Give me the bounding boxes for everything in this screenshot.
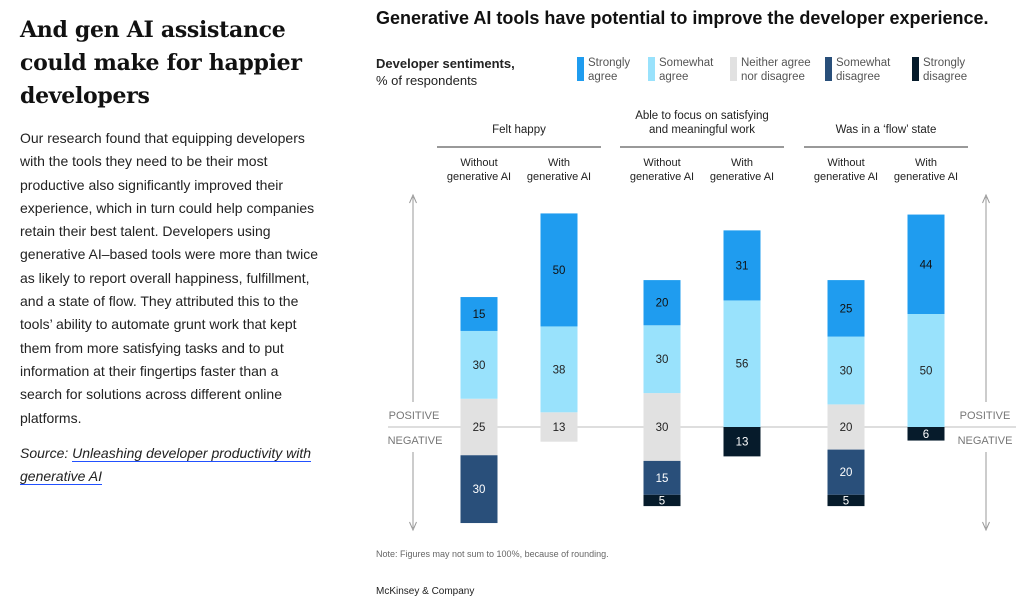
data-label: 25 bbox=[473, 422, 486, 434]
bar-segment-somewhat-agree bbox=[827, 336, 865, 405]
group-title: Felt happy bbox=[492, 124, 546, 136]
bar-segment-somewhat-disagree bbox=[827, 449, 865, 495]
negative-label-right: NEGATIVE bbox=[958, 435, 1013, 447]
data-label: 50 bbox=[920, 366, 933, 378]
bar-segment-strongly-disagree bbox=[643, 494, 681, 507]
group-title: and meaningful work bbox=[649, 124, 755, 136]
data-label: 38 bbox=[553, 364, 566, 376]
bar-segment-somewhat-agree bbox=[723, 300, 761, 427]
bar-category-label: Without bbox=[827, 157, 864, 169]
data-label: 30 bbox=[656, 422, 669, 434]
legend-swatch bbox=[912, 57, 919, 81]
bar-category-label: With bbox=[548, 157, 570, 169]
data-label: 13 bbox=[736, 437, 749, 449]
sentiment-label-unit: % of respondents bbox=[376, 73, 478, 88]
legend-item: Somewhat disagree bbox=[825, 56, 890, 84]
bar-segment-neither bbox=[540, 412, 578, 442]
bar-segment-strongly-disagree bbox=[723, 427, 761, 457]
article-body: Our research found that equipping develo… bbox=[20, 130, 319, 426]
legend-swatch bbox=[825, 57, 832, 81]
bar-category-label: With bbox=[731, 157, 753, 169]
source-label: Source: bbox=[20, 444, 69, 461]
bar-segment-strongly-agree bbox=[460, 297, 498, 331]
legend-label: Strongly agree bbox=[588, 57, 631, 83]
legend-item: Neither agree nor disagree bbox=[730, 56, 811, 84]
bar-segment-somewhat-disagree bbox=[460, 455, 498, 524]
arrow-head-up bbox=[982, 193, 990, 204]
legend-label: Somewhat disagree bbox=[836, 57, 891, 83]
positive-label-left: POSITIVE bbox=[389, 410, 440, 422]
legend-swatch bbox=[648, 57, 655, 81]
sentiment-label-bold: Developer sentiments, bbox=[376, 56, 515, 71]
bar-segment-strongly-disagree bbox=[907, 427, 945, 441]
data-label: 5 bbox=[843, 495, 849, 507]
arrow-head-up bbox=[409, 193, 417, 204]
group-title: Able to focus on satisfying bbox=[635, 110, 769, 122]
bar-segment-somewhat-disagree bbox=[643, 460, 681, 495]
data-label: 20 bbox=[840, 467, 853, 479]
bar-segment-strongly-agree bbox=[827, 280, 865, 337]
data-label: 20 bbox=[840, 422, 853, 434]
article-headline: And gen AI assistance could make for hap… bbox=[20, 17, 302, 109]
legend-item: Strongly agree bbox=[577, 56, 630, 84]
bar-category-label: generative AI bbox=[527, 171, 591, 183]
data-label: 15 bbox=[656, 473, 669, 485]
arrow-head-down bbox=[982, 521, 990, 532]
bar-category-label: With bbox=[915, 157, 937, 169]
bar-category-label: Without bbox=[643, 157, 680, 169]
bar-segment-somewhat-agree bbox=[907, 314, 945, 427]
bar-segment-somewhat-agree bbox=[460, 330, 498, 399]
data-label: 44 bbox=[920, 259, 933, 271]
source-link[interactable]: Unleashing developer productivity with g… bbox=[20, 444, 312, 485]
data-label: 15 bbox=[473, 309, 486, 321]
chart-note: Note: Figures may not sum to 100%, becau… bbox=[376, 549, 609, 559]
bar-segment-neither bbox=[643, 393, 681, 461]
data-label: 5 bbox=[659, 495, 665, 507]
data-label: 20 bbox=[656, 298, 669, 310]
data-label: 56 bbox=[736, 359, 749, 371]
bar-segment-somewhat-agree bbox=[540, 326, 578, 413]
data-label: 31 bbox=[736, 260, 749, 272]
data-label: 30 bbox=[473, 484, 486, 496]
data-label: 30 bbox=[840, 366, 853, 378]
bar-segment-strongly-agree bbox=[723, 230, 761, 301]
sentiment-label: Developer sentiments, % of respondents bbox=[376, 55, 515, 89]
legend-item: Somewhat agree bbox=[648, 56, 713, 84]
bar-segment-neither bbox=[460, 398, 498, 456]
data-label: 30 bbox=[656, 354, 669, 366]
legend-swatch bbox=[730, 57, 737, 81]
bar-segment-strongly-agree bbox=[643, 280, 681, 326]
bar-category-label: Without bbox=[460, 157, 497, 169]
article-panel: And gen AI assistance could make for hap… bbox=[20, 14, 320, 488]
bar-segment-strongly-agree bbox=[540, 213, 578, 327]
bar-category-label: generative AI bbox=[814, 171, 878, 183]
bar-category-label: generative AI bbox=[630, 171, 694, 183]
group-title: Was in a ‘flow’ state bbox=[836, 124, 937, 136]
data-label: 50 bbox=[553, 265, 566, 277]
positive-label-right: POSITIVE bbox=[960, 410, 1011, 422]
data-label: 6 bbox=[923, 429, 929, 441]
data-label: 25 bbox=[840, 303, 853, 315]
negative-label-left: NEGATIVE bbox=[388, 435, 443, 447]
bar-segment-strongly-agree bbox=[907, 214, 945, 314]
bar-category-label: generative AI bbox=[894, 171, 958, 183]
legend-item: Strongly disagree bbox=[912, 56, 967, 84]
bar-segment-somewhat-agree bbox=[643, 325, 681, 394]
arrow-head-down bbox=[409, 521, 417, 532]
chart-title: Generative AI tools have potential to im… bbox=[376, 8, 989, 28]
brand-credit: McKinsey & Company bbox=[376, 586, 475, 597]
article-source: Source: Unleashing developer productivit… bbox=[20, 442, 320, 488]
legend-swatch bbox=[577, 57, 584, 81]
bar-category-label: generative AI bbox=[447, 171, 511, 183]
data-label: 30 bbox=[473, 360, 486, 372]
legend-label: Somewhat agree bbox=[659, 57, 714, 83]
data-label: 13 bbox=[553, 422, 566, 434]
legend-label: Neither agree nor disagree bbox=[741, 57, 811, 83]
bar-segment-strongly-disagree bbox=[827, 494, 865, 507]
bar-category-label: generative AI bbox=[710, 171, 774, 183]
legend-label: Strongly disagree bbox=[923, 57, 968, 83]
bar-segment-neither bbox=[827, 404, 865, 450]
